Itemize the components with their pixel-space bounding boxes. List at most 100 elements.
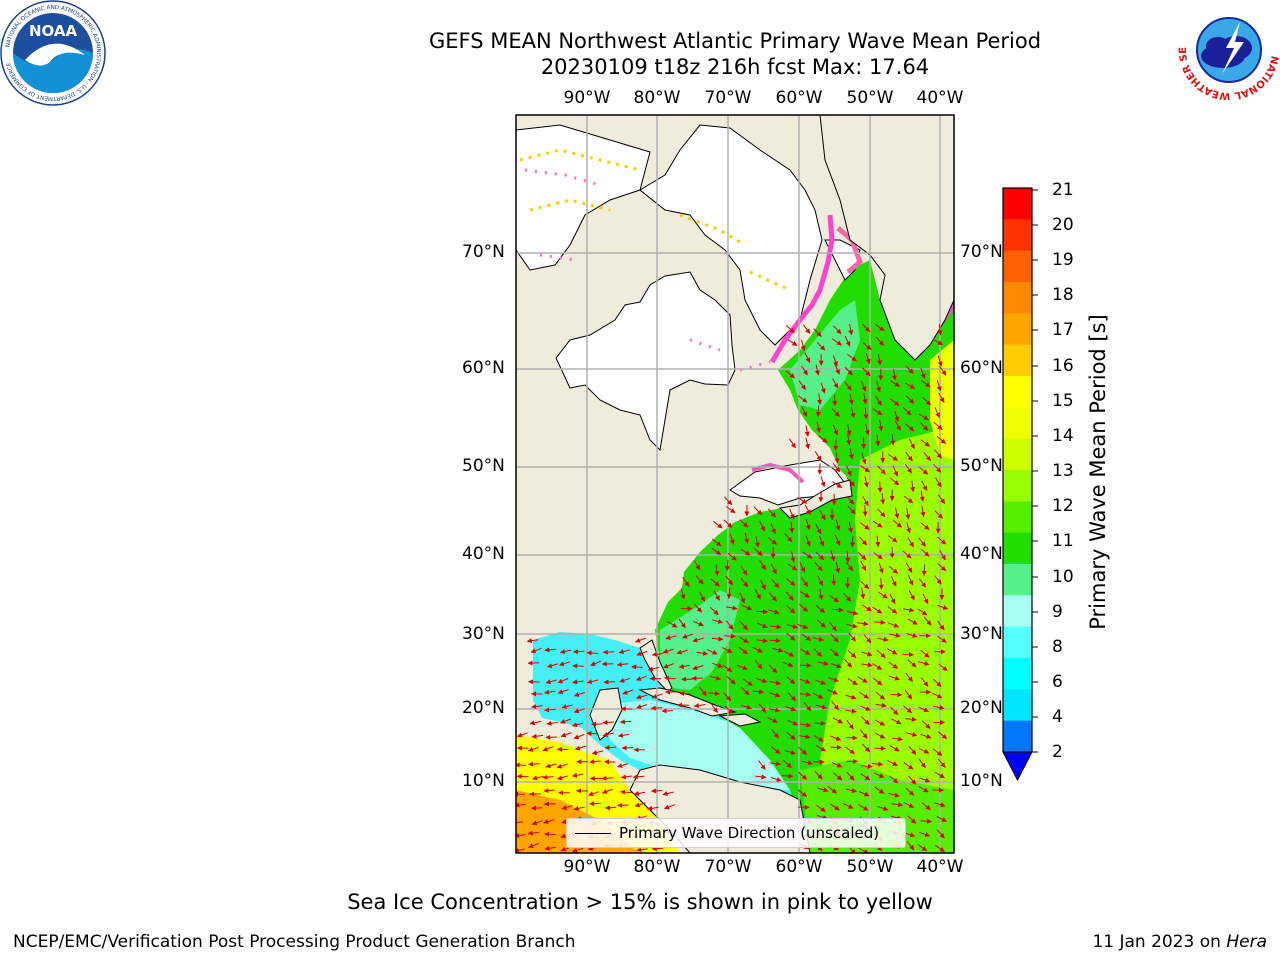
wave-arrow bbox=[860, 773, 871, 781]
wave-arrow bbox=[802, 324, 811, 334]
wave-arrow bbox=[847, 353, 857, 362]
wave-arrow bbox=[861, 662, 873, 668]
wave-arrow bbox=[890, 380, 901, 387]
wave-arrow bbox=[815, 745, 827, 752]
wave-arrow bbox=[857, 621, 869, 627]
legend-line-swatch bbox=[575, 832, 611, 834]
wave-arrow bbox=[905, 672, 913, 682]
wave-arrow bbox=[846, 623, 858, 629]
wave-arrow bbox=[620, 706, 633, 712]
wave-arrow bbox=[937, 324, 943, 336]
wave-arrow bbox=[938, 392, 945, 403]
wave-arrow bbox=[618, 649, 630, 654]
wave-arrow bbox=[831, 574, 837, 586]
wave-arrow bbox=[931, 692, 943, 699]
wave-arrow bbox=[887, 606, 898, 614]
wave-arrow bbox=[634, 802, 646, 808]
wave-arrow bbox=[556, 763, 568, 769]
colorbar-block bbox=[1003, 219, 1032, 252]
wave-arrow bbox=[937, 604, 949, 610]
map-legend: Primary Wave Direction (unscaled) bbox=[566, 818, 906, 848]
wave-arrow bbox=[527, 746, 539, 752]
wave-arrow bbox=[918, 747, 930, 754]
title-line-2: 20230109 t18z 216h fcst Max: 17.64 bbox=[540, 55, 930, 79]
colorbar-block bbox=[1003, 344, 1032, 377]
wave-arrow bbox=[860, 560, 867, 572]
wave-arrow bbox=[801, 577, 809, 588]
wave-arrow bbox=[918, 758, 926, 769]
wave-arrow bbox=[635, 675, 647, 681]
wave-arrow bbox=[888, 622, 900, 628]
wave-arrow bbox=[932, 678, 942, 687]
wave-arrow bbox=[846, 610, 859, 616]
wave-arrow bbox=[872, 606, 883, 614]
wave-arrow bbox=[907, 537, 915, 548]
wave-arrow bbox=[557, 689, 569, 695]
wave-arrow bbox=[797, 623, 809, 629]
wave-arrow bbox=[888, 675, 900, 681]
wave-arrow bbox=[815, 551, 825, 561]
wave-arrow bbox=[921, 720, 931, 729]
wave-arrow bbox=[846, 433, 852, 446]
wave-arrow bbox=[848, 323, 854, 336]
wave-arrow bbox=[880, 492, 886, 505]
wave-arrow bbox=[920, 522, 930, 530]
wave-arrow bbox=[878, 562, 884, 574]
wave-arrow bbox=[904, 463, 913, 474]
wave-arrow bbox=[918, 660, 930, 666]
wave-arrow bbox=[832, 394, 838, 407]
wave-arrow bbox=[771, 579, 780, 589]
wave-arrow bbox=[754, 659, 763, 670]
wave-arrow bbox=[845, 694, 857, 700]
map-frame bbox=[515, 114, 955, 854]
wave-arrow bbox=[632, 774, 645, 780]
wave-arrow bbox=[890, 576, 897, 587]
wave-arrow bbox=[559, 649, 572, 655]
wave-arrow bbox=[573, 805, 585, 811]
wave-arrow bbox=[888, 792, 900, 798]
lat-label-right-40n: 40°N bbox=[960, 544, 1003, 564]
wave-arrow bbox=[771, 729, 779, 739]
wave-arrow bbox=[846, 465, 852, 477]
wave-arrow bbox=[622, 689, 634, 695]
wave-arrow bbox=[814, 770, 823, 780]
wave-arrow bbox=[862, 367, 871, 377]
wave-arrow bbox=[874, 786, 885, 794]
wave-arrow bbox=[874, 732, 886, 739]
wave-arrow bbox=[799, 591, 810, 598]
wave-arrow bbox=[816, 421, 821, 433]
wave-arrow bbox=[781, 773, 794, 779]
wave-arrow bbox=[631, 664, 643, 670]
lon-label-top-50w: 50°W bbox=[846, 88, 894, 108]
wave-arrow bbox=[877, 354, 882, 366]
wave-arrow bbox=[903, 607, 915, 613]
ocean-yellowgreen-east bbox=[820, 420, 954, 853]
wave-arrow bbox=[785, 370, 795, 379]
wave-arrow bbox=[783, 650, 795, 657]
wave-arrow bbox=[818, 490, 824, 503]
wave-arrow bbox=[908, 745, 917, 755]
wave-arrow bbox=[636, 694, 648, 700]
wave-arrow bbox=[754, 589, 761, 600]
wave-arrow bbox=[892, 520, 902, 528]
wave-arrow bbox=[768, 508, 777, 518]
wave-arrow bbox=[561, 704, 573, 709]
wave-arrow bbox=[939, 365, 947, 376]
wave-arrow bbox=[887, 648, 898, 655]
wave-arrow bbox=[934, 407, 940, 418]
wave-arrow bbox=[663, 663, 674, 669]
wave-arrow bbox=[864, 424, 870, 436]
wave-arrow bbox=[650, 705, 663, 711]
wave-arrow bbox=[857, 676, 868, 683]
wave-arrow bbox=[545, 763, 557, 769]
wave-arrow bbox=[877, 481, 883, 493]
wave-arrow bbox=[647, 666, 660, 672]
wave-arrow bbox=[834, 534, 841, 546]
wave-arrow bbox=[921, 480, 928, 491]
wave-arrow bbox=[861, 743, 871, 753]
wave-arrow bbox=[858, 791, 870, 797]
lon-label-top-60w: 60°W bbox=[775, 88, 823, 108]
wave-arrow bbox=[816, 704, 828, 710]
wave-arrow bbox=[906, 841, 915, 851]
lon-label-bottom-60w: 60°W bbox=[775, 857, 823, 877]
